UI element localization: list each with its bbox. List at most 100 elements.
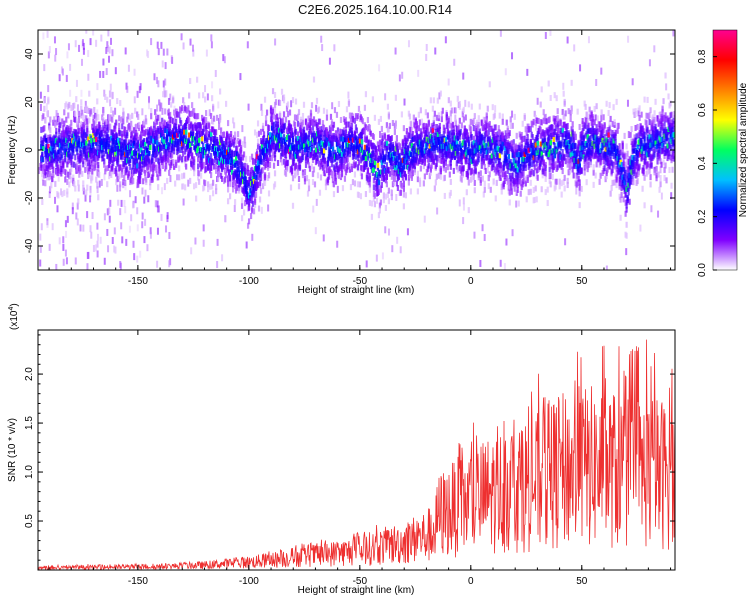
spectrogram-cell [146, 160, 149, 167]
spectrogram-cell [473, 143, 476, 150]
spectrogram-cell [441, 153, 444, 160]
spectrogram-cell [290, 167, 294, 174]
spectrogram-cell [600, 67, 603, 75]
spectrogram-cell [425, 53, 428, 61]
spectrogram-cell [256, 120, 260, 127]
spectrogram-cell [89, 225, 92, 233]
spectrogram-cell [134, 196, 137, 204]
spectrogram-cell [61, 152, 64, 159]
spectrogram-cell [108, 141, 111, 148]
spectrogram-cell [208, 109, 211, 117]
spectrogram-cell [214, 69, 217, 77]
spectrogram-cell [444, 36, 447, 44]
spectrogram-cell [452, 125, 455, 132]
spectrogram-cell [178, 124, 181, 131]
spectrogram-cell [480, 162, 483, 169]
spectrogram-cell [131, 125, 134, 132]
spectrogram-cell [54, 149, 57, 156]
spectrogram-cell [273, 181, 277, 188]
spectrogram-cell [203, 121, 206, 128]
spectrogram-cell [80, 155, 83, 162]
spectrogram-cell [232, 159, 236, 165]
spectrogram-cell [82, 114, 85, 121]
spectrogram-cell [625, 248, 628, 256]
spectrogram-cell [198, 151, 201, 158]
spectrogram-cell [53, 141, 56, 148]
spectrogram-cell [249, 213, 253, 220]
spectrogram-cell [183, 143, 186, 150]
spectrogram-cell [300, 133, 304, 140]
spectrogram-cell [440, 116, 443, 123]
spectrogram-cell [210, 112, 213, 119]
spectrogram-cell [253, 201, 257, 208]
spectrogram-cell [314, 151, 318, 158]
spectrogram-cell [291, 132, 295, 139]
spectrogram-cell [287, 141, 291, 148]
spectrogram-cell [87, 136, 90, 142]
spectrogram-cell [388, 122, 391, 129]
spectrogram-cell [416, 188, 419, 195]
spectrogram-cell [343, 153, 347, 160]
spectrogram-cell [399, 157, 402, 164]
spectrogram-cell [290, 153, 294, 160]
spectrogram-cell [88, 90, 91, 97]
spectrogram-cell [353, 171, 357, 178]
spectrogram-cell [150, 107, 153, 114]
spectrogram-cell [59, 122, 62, 129]
spectrogram-cell [156, 134, 159, 141]
spectrogram-cell [145, 118, 148, 125]
spectrogram-cell [476, 136, 479, 143]
spectrogram-cell [156, 140, 159, 146]
spectrogram-cell [49, 185, 52, 192]
spectrogram-cell [293, 114, 297, 121]
spectrogram-cell [110, 91, 113, 98]
spectrogram-cell [236, 177, 240, 184]
spectrogram-cell [478, 103, 481, 110]
spectrogram-cell [77, 115, 80, 123]
spectrogram-cell [235, 145, 239, 152]
spectrogram-cell [373, 192, 377, 199]
spectrogram-cell [491, 148, 494, 155]
spectrogram-cell [96, 124, 99, 131]
spectrogram-cell [373, 201, 377, 208]
spectrogram-cell [166, 134, 169, 141]
spectrogram-cell [297, 139, 301, 146]
spectrogram-cell [115, 170, 118, 177]
spectrogram-cell [395, 165, 399, 171]
spectrogram-cell [240, 197, 244, 204]
spectrogram-cell [74, 111, 77, 118]
spectrogram-cell [488, 135, 491, 142]
spectrogram-cell [144, 114, 147, 122]
spectrogram-cell [428, 156, 431, 163]
spectrogram-cell [373, 160, 377, 166]
spectrogram-cell [93, 106, 96, 113]
spectrogram-cell [419, 107, 422, 114]
spectrogram-cell [185, 129, 188, 135]
spectrogram-cell [335, 136, 339, 143]
spectrogram-cell [68, 135, 71, 142]
spectrogram-cell [240, 215, 244, 222]
spectrogram-cell [357, 105, 361, 112]
spectrogram-cell [212, 159, 215, 166]
spectrogram-cell [273, 129, 277, 136]
spectrogram-cell [135, 138, 138, 145]
spectrogram-cell [102, 58, 105, 66]
spectrogram-cell [393, 165, 397, 171]
spectrogram-cell [121, 130, 124, 137]
spectrogram-cell [274, 99, 278, 106]
spectrogram-cell [215, 129, 218, 136]
spectrogram-cell [432, 97, 435, 104]
spectrogram-cell [377, 188, 381, 195]
spectrogram-cell [347, 162, 351, 169]
spectrogram-cell [267, 172, 271, 179]
spectrogram-cell [261, 183, 265, 190]
spectrogram-cell [218, 166, 221, 173]
spectrogram-cell [105, 146, 108, 153]
spectrogram-cell [58, 237, 61, 245]
spectrogram-cell [340, 158, 344, 165]
spectrogram-cell [258, 196, 262, 203]
spectrogram-cell [70, 176, 73, 183]
spectrogram-cell [173, 105, 176, 113]
spectrogram-cell [340, 166, 344, 173]
